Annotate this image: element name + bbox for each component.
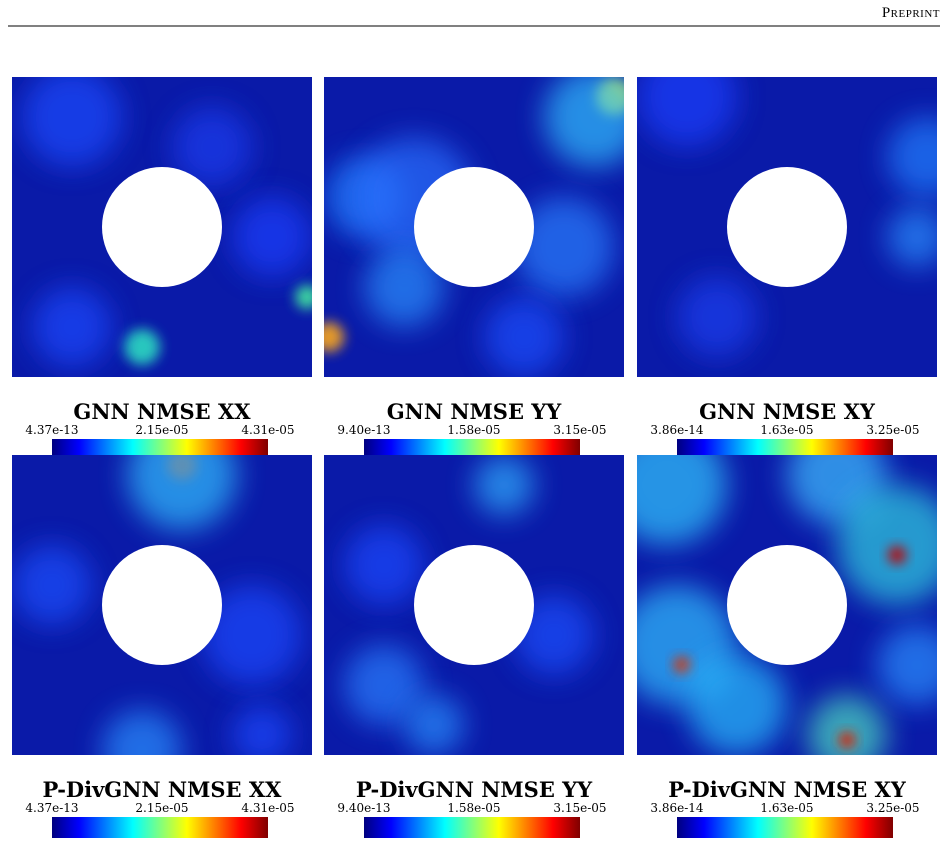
heatmap-blob xyxy=(404,695,464,755)
colorbar-mid: 1.58e-05 xyxy=(447,801,500,815)
heatmap-blob xyxy=(364,247,444,327)
heatmap-blob xyxy=(202,585,302,685)
colorbar-mid: 2.15e-05 xyxy=(135,423,188,437)
panel-title: P-DivGNN NMSE XY xyxy=(668,777,907,802)
panel: GNN NMSE XY3.86e-14 1.63e-05 3.25e-05 xyxy=(637,77,937,461)
colorbar-max: 3.25e-05 xyxy=(866,423,919,437)
heatmap-blob xyxy=(124,329,160,365)
colorbar-min: 4.37e-13 xyxy=(25,423,78,437)
heatmap-blob xyxy=(514,197,614,297)
heatmap-blob xyxy=(514,595,594,675)
heatmap-blob xyxy=(544,77,624,167)
colorbar-mid: 1.63e-05 xyxy=(760,801,813,815)
heatmap-blob xyxy=(324,322,344,352)
colorbar-min: 9.40e-13 xyxy=(337,801,390,815)
colorbar-min: 4.37e-13 xyxy=(25,801,78,815)
colorbar-max: 4.31e-05 xyxy=(241,423,294,437)
heatmap-blob xyxy=(295,285,312,309)
colorbar xyxy=(52,817,268,839)
heatmap-blob xyxy=(888,546,906,564)
heatmap-blob xyxy=(12,545,92,625)
heatmap-blob xyxy=(172,107,252,187)
heatmap-blob xyxy=(232,705,292,755)
heatmap-blob xyxy=(637,77,737,147)
hole xyxy=(414,545,534,665)
panel-title: GNN NMSE YY xyxy=(387,399,563,424)
panel: P-DivGNN NMSE YY9.40e-13 1.58e-05 3.15e-05 xyxy=(324,455,624,839)
heatmap-blob xyxy=(22,77,122,167)
heatmap-blob xyxy=(474,455,534,515)
heatmap-blob xyxy=(127,455,237,530)
heatmap-blob xyxy=(838,731,856,749)
heatmap-blob xyxy=(344,645,424,725)
hole xyxy=(102,167,222,287)
heatmap xyxy=(637,77,937,377)
heatmap-blob xyxy=(32,287,112,367)
heatmap-blob xyxy=(344,525,424,605)
colorbar-max: 3.15e-05 xyxy=(553,801,606,815)
colorbar-mid: 1.63e-05 xyxy=(760,423,813,437)
panel-title: P-DivGNN NMSE YY xyxy=(356,777,593,802)
heatmap xyxy=(637,455,937,755)
panel: P-DivGNN NMSE XY3.86e-14 1.63e-05 3.25e-05 xyxy=(637,455,937,839)
panel: GNN NMSE YY9.40e-13 1.58e-05 3.15e-05 xyxy=(324,77,624,461)
heatmap-blob xyxy=(673,656,691,674)
heatmap-blob xyxy=(887,117,937,197)
colorbar-max: 4.31e-05 xyxy=(241,801,294,815)
hole xyxy=(727,545,847,665)
heatmap-blob xyxy=(687,655,787,755)
heatmap-blob xyxy=(887,207,937,267)
header-label: Preprint xyxy=(882,5,940,21)
heatmap-blob xyxy=(102,710,182,755)
panel: GNN NMSE XX4.37e-13 2.15e-05 4.31e-05 xyxy=(12,77,312,461)
colorbar-min: 9.40e-13 xyxy=(337,423,390,437)
heatmap-blob xyxy=(837,485,937,605)
hole xyxy=(727,167,847,287)
hole xyxy=(102,545,222,665)
heatmap-blob xyxy=(677,277,757,357)
panel-title: GNN NMSE XX xyxy=(73,399,251,424)
colorbar-min: 3.86e-14 xyxy=(650,801,704,815)
colorbar-max: 3.15e-05 xyxy=(553,423,606,437)
panel: P-DivGNN NMSE XX4.37e-13 2.15e-05 4.31e-05 xyxy=(12,455,312,839)
colorbar-min: 3.86e-14 xyxy=(650,423,704,437)
heatmap-blob xyxy=(484,297,564,377)
heatmap-blob xyxy=(232,197,312,277)
colorbar-mid: 2.15e-05 xyxy=(135,801,188,815)
heatmap-blob xyxy=(877,625,937,705)
hole xyxy=(414,167,534,287)
heatmap-blob xyxy=(807,695,887,755)
colorbar xyxy=(364,817,580,839)
panel-title: P-DivGNN NMSE XX xyxy=(43,777,283,802)
colorbar-max: 3.25e-05 xyxy=(866,801,919,815)
colorbar-mid: 1.58e-05 xyxy=(447,423,500,437)
panel-title: GNN NMSE XY xyxy=(699,399,876,424)
colorbar xyxy=(677,817,893,839)
heatmap-blob xyxy=(637,455,727,545)
heatmap xyxy=(324,77,624,377)
